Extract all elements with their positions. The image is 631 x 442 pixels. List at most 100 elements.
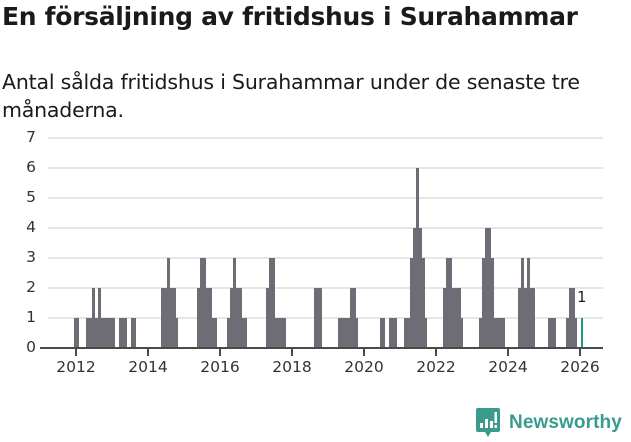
bar (110, 318, 113, 348)
bar (212, 318, 215, 348)
bar (170, 288, 173, 348)
bar (503, 318, 505, 348)
bar (383, 318, 385, 348)
x-tick-label: 2018 (272, 358, 312, 376)
x-tick-mark (363, 349, 365, 356)
bar (197, 288, 200, 348)
x-tick-label: 2014 (128, 358, 168, 376)
bar (167, 258, 170, 348)
bar (236, 288, 239, 348)
bar (77, 318, 79, 348)
bar (419, 228, 422, 348)
bar (407, 318, 410, 348)
x-tick-label: 2012 (56, 358, 96, 376)
bar (341, 318, 344, 348)
bar (200, 258, 203, 348)
bar (86, 318, 89, 348)
bar (455, 288, 458, 348)
bar (566, 318, 569, 348)
bar (389, 318, 392, 348)
y-tick-label: 3 (26, 248, 36, 266)
bar (203, 258, 206, 348)
bar (176, 318, 178, 348)
gridline (48, 167, 603, 169)
bar (338, 318, 341, 348)
bar (104, 318, 107, 348)
bar (416, 168, 419, 348)
y-tick-label: 7 (26, 128, 36, 146)
x-axis-line (40, 347, 603, 349)
bar (275, 318, 278, 348)
bar (350, 288, 353, 348)
x-tick-label: 2020 (344, 358, 384, 376)
bar (500, 318, 503, 348)
bar (452, 288, 455, 348)
bar (356, 318, 358, 348)
bar (491, 258, 494, 348)
bar (233, 258, 236, 348)
bar (74, 318, 77, 348)
bar (380, 318, 383, 348)
x-tick-mark (579, 349, 581, 356)
bar (413, 228, 416, 348)
bar (206, 288, 209, 348)
bar (461, 318, 463, 348)
bar (479, 318, 482, 348)
bar (554, 318, 556, 348)
bar (548, 318, 551, 348)
y-tick-label: 6 (26, 158, 36, 176)
bar (320, 288, 322, 348)
x-tick-mark (147, 349, 149, 356)
bar (98, 288, 101, 348)
x-tick-mark (507, 349, 509, 356)
bar (488, 228, 491, 348)
x-tick-label: 2024 (488, 358, 528, 376)
bar (113, 318, 115, 348)
gridline (48, 317, 603, 319)
bar (410, 258, 413, 348)
bar (269, 258, 272, 348)
bar (245, 318, 247, 348)
bar (122, 318, 125, 348)
bar (392, 318, 395, 348)
y-tick-label: 4 (26, 218, 36, 236)
bar (125, 318, 127, 348)
x-tick-mark (291, 349, 293, 356)
bar (575, 318, 577, 348)
gridline (48, 227, 603, 229)
bar (314, 288, 317, 348)
y-tick-label: 0 (26, 338, 36, 356)
bar (266, 288, 269, 348)
brand-name: Newsworthy (509, 412, 622, 433)
bar (95, 318, 98, 348)
bar (107, 318, 110, 348)
newsworthy-logo[interactable]: Newsworthy (476, 408, 622, 438)
bar (131, 318, 134, 348)
bar-highlighted (581, 318, 583, 348)
bar (230, 288, 233, 348)
bar (272, 258, 275, 348)
bar (395, 318, 397, 348)
bar-chart: 0 1 2 3 4 5 6 7 1 2012 2014 2016 2018 2020 2022 2024 2… (26, 128, 603, 376)
bar (281, 318, 284, 348)
bar (227, 318, 230, 348)
bar (161, 288, 164, 348)
bar (458, 288, 461, 348)
x-tick-mark (435, 349, 437, 356)
bar (482, 258, 485, 348)
bar (443, 288, 446, 348)
bar (530, 288, 533, 348)
x-tick-label: 2022 (416, 358, 456, 376)
bar (173, 288, 176, 348)
bar (404, 318, 407, 348)
bar (278, 318, 281, 348)
gridline (48, 137, 603, 139)
chart-subtitle: Antal sålda fritidshus i Surahammar unde… (2, 70, 580, 122)
bar (446, 258, 449, 348)
gridline (48, 257, 603, 259)
bar (551, 318, 554, 348)
highlight-value-label: 1 (577, 288, 587, 306)
bar (497, 318, 500, 348)
bar (494, 318, 497, 348)
chart-title: En försäljning av fritidshus i Surahamma… (2, 2, 578, 31)
